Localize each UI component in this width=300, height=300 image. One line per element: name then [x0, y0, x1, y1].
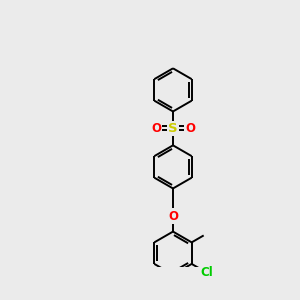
Text: Cl: Cl — [200, 266, 213, 279]
Text: S: S — [168, 122, 178, 135]
Text: O: O — [151, 122, 161, 135]
Text: O: O — [168, 210, 178, 223]
Text: O: O — [185, 122, 195, 135]
